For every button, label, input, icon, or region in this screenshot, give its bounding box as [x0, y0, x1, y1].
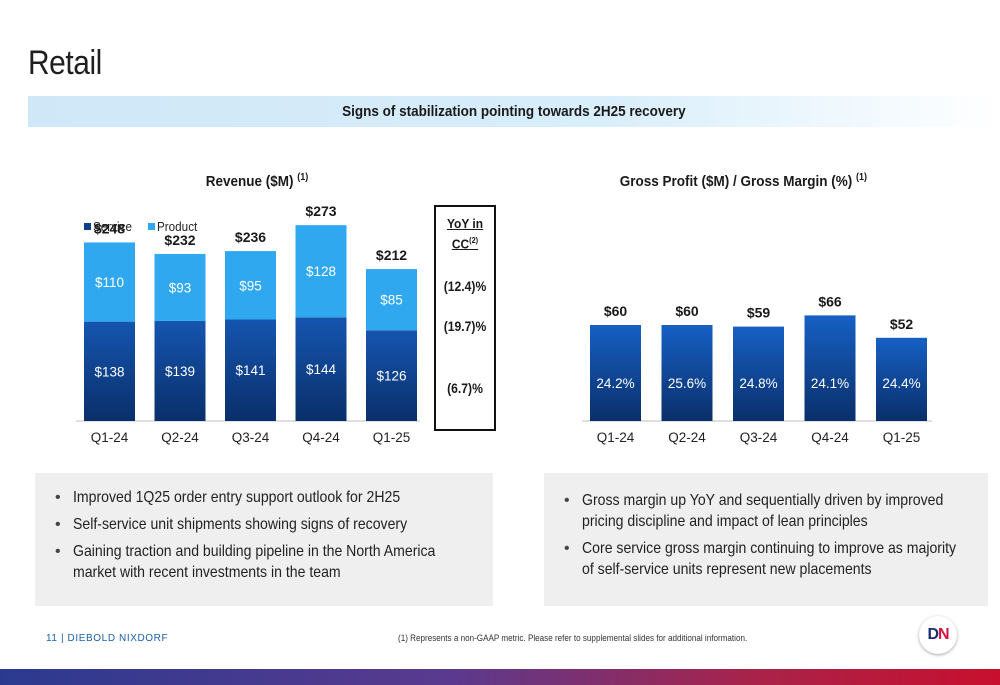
yoy-heading-line1: YoY in — [446, 216, 484, 231]
yoy-heading-cc: CC — [451, 236, 470, 252]
yoy-box: YoY in CC(2) (12.4)% (19.7)% (6.7)% — [434, 205, 496, 431]
x-tick-label: Q2-24 — [161, 430, 199, 445]
page-title: Retail — [28, 44, 102, 82]
bar-service — [154, 320, 206, 421]
yoy-product: (19.7)% — [443, 319, 487, 334]
note-left-item: Improved 1Q25 order entry support outloo… — [51, 487, 477, 508]
data-label-gross-profit: $60 — [675, 303, 699, 319]
legend-label-service: Service — [93, 219, 132, 234]
data-label-total: $232 — [164, 232, 195, 248]
bar-product — [154, 253, 206, 321]
x-tick-label: Q3-24 — [740, 430, 778, 445]
bar-service — [366, 330, 417, 421]
legend-swatch-service — [84, 223, 91, 230]
data-label-gross-margin: 25.6% — [668, 376, 706, 391]
note-left-text: Improved 1Q25 order entry support outloo… — [73, 489, 401, 506]
bar-gross-profit — [661, 325, 713, 421]
data-label-service: $139 — [165, 364, 195, 379]
data-label-gross-margin: 24.4% — [882, 376, 920, 391]
x-tick-label: Q4-24 — [302, 430, 340, 445]
banner: Signs of stabilization pointing towards … — [28, 96, 1000, 127]
data-label-total: $212 — [376, 247, 407, 263]
note-left-item: Self-service unit shipments showing sign… — [51, 514, 477, 535]
x-tick-label: Q1-24 — [91, 430, 129, 445]
legend-swatch-product — [148, 223, 155, 230]
bar-gross-profit — [876, 337, 927, 421]
bar-product — [366, 269, 417, 331]
data-label-total: $236 — [235, 229, 266, 245]
legend-label-product: Product — [157, 219, 198, 234]
bar-product — [225, 251, 276, 320]
data-label-service: $141 — [235, 363, 265, 378]
gp-chart-title: Gross Profit ($M) / Gross Margin (%) (1) — [620, 172, 867, 190]
x-tick-label: Q1-25 — [883, 430, 921, 445]
data-label-gross-margin: 24.8% — [739, 376, 777, 391]
data-label-product: $93 — [169, 280, 192, 295]
data-label-gross-profit: $66 — [818, 293, 842, 309]
bar-service — [225, 319, 276, 421]
yoy-heading-line2: CC(2) — [438, 232, 491, 252]
yoy-heading: YoY in CC(2) — [438, 215, 491, 252]
revenue-chart-title-text: Revenue ($M) — [205, 173, 294, 190]
revenue-chart: Service Product $138 $110 $248 Q1-24 $139 $93 $2… — [76, 203, 420, 445]
bar-gross-profit — [733, 326, 784, 421]
notes-left: Improved 1Q25 order entry support outloo… — [35, 473, 493, 606]
data-label-gross-margin: 24.1% — [811, 376, 849, 391]
data-label-service: $144 — [306, 362, 337, 377]
data-label-gross-profit: $59 — [747, 305, 771, 321]
notes-right: Gross margin up YoY and sequentially dri… — [544, 473, 988, 606]
gp-chart-title-sup: (1) — [856, 172, 868, 183]
data-label-total: $248 — [94, 220, 125, 236]
data-label-product: $95 — [239, 278, 262, 293]
bar-service — [84, 321, 135, 421]
gp-chart-title-text: Gross Profit ($M) / Gross Margin (%) — [619, 173, 853, 190]
x-tick-label: Q4-24 — [811, 430, 849, 445]
data-label-gross-profit: $60 — [604, 303, 628, 319]
note-right-text: Gross margin up YoY and sequentially dri… — [582, 492, 944, 530]
data-label-product: $128 — [306, 264, 336, 279]
note-right-text: Core service gross margin continuing to … — [582, 540, 957, 578]
yoy-service: (6.7)% — [447, 381, 483, 396]
note-right-item: Core service gross margin continuing to … — [560, 538, 972, 580]
data-label-service: $126 — [376, 369, 406, 384]
bottom-color-bar — [0, 669, 1000, 685]
logo-letter-d: D — [927, 626, 939, 643]
data-label-product: $110 — [95, 275, 124, 290]
bar-product — [84, 242, 135, 322]
data-label-gross-margin: 24.2% — [596, 376, 634, 391]
bar-product — [295, 225, 347, 318]
yoy-heading-sup: (2) — [469, 236, 479, 245]
data-label-product: $85 — [380, 293, 403, 308]
footer-page-label: 11 | DIEBOLD NIXDORF — [46, 633, 169, 644]
bar-gross-profit — [590, 325, 641, 421]
yoy-total: (12.4)% — [443, 279, 487, 294]
logo-letter-n: N — [938, 626, 950, 643]
x-tick-label: Q2-24 — [668, 430, 706, 445]
banner-text: Signs of stabilization pointing towards … — [342, 103, 686, 120]
revenue-chart-title-sup: (1) — [297, 172, 309, 183]
data-label-gross-profit: $52 — [890, 316, 914, 332]
note-left-text: Gaining traction and building pipeline i… — [73, 543, 436, 581]
data-label-service: $138 — [94, 364, 124, 379]
note-right-item: Gross margin up YoY and sequentially dri… — [560, 490, 972, 532]
gross-profit-chart: $60 24.2% Q1-24 $60 25.6% Q2-24 $59 24.8% Q3-24 $… — [582, 293, 932, 445]
bar-service — [295, 317, 347, 421]
x-tick-label: Q3-24 — [232, 430, 270, 445]
bar-gross-profit — [804, 315, 856, 421]
note-left-text: Self-service unit shipments showing sign… — [73, 516, 408, 533]
data-label-total: $273 — [305, 203, 336, 219]
note-left-item: Gaining traction and building pipeline i… — [51, 541, 477, 583]
x-tick-label: Q1-24 — [597, 430, 635, 445]
revenue-chart-title: Revenue ($M) (1) — [206, 172, 309, 190]
x-tick-label: Q1-25 — [373, 430, 411, 445]
footnote: (1) Represents a non-GAAP metric. Please… — [398, 633, 748, 643]
